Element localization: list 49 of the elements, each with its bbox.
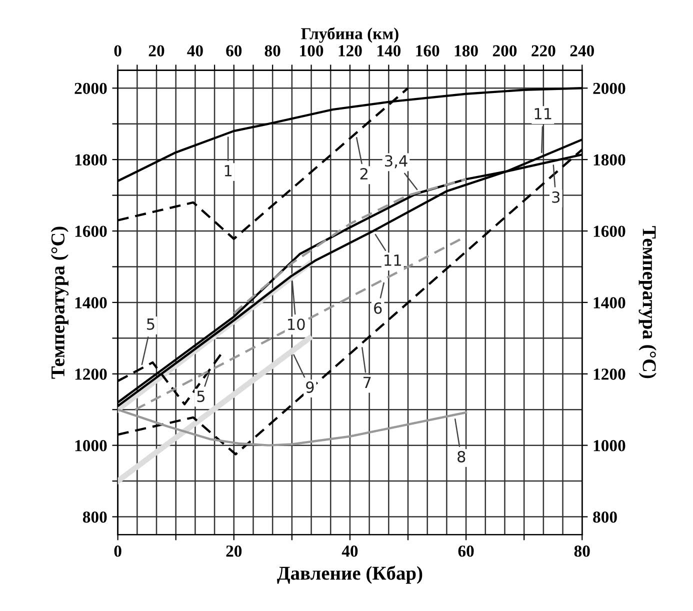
x2-tick-label: 180 <box>454 45 478 56</box>
y-axis-title: Температура (°C) <box>50 226 69 379</box>
annotation: 5 <box>197 390 204 402</box>
x-tick-label: 60 <box>458 546 474 557</box>
x-axis-title: Давление (Кбар) <box>277 566 422 584</box>
annotation: 8 <box>458 450 466 462</box>
x2-tick-label: 20 <box>148 45 164 56</box>
y-tick-label: 1000 <box>75 440 107 452</box>
x2-tick-label: 220 <box>532 45 556 56</box>
annotation: 9 <box>306 381 314 393</box>
x2-tick-label: 40 <box>187 45 203 56</box>
annotation: 6 <box>374 302 382 314</box>
annotation: 3,4 <box>385 155 408 168</box>
x2-tick-label: 60 <box>226 45 242 56</box>
annotation: 2 <box>360 168 368 180</box>
x2-tick-label: 120 <box>338 45 362 56</box>
y-tick-label: 1400 <box>75 297 107 308</box>
x2-tick-label: 240 <box>570 45 594 56</box>
x-tick-label: 40 <box>342 546 358 557</box>
annotation: 10 <box>288 318 305 330</box>
x2-tick-label: 0 <box>114 45 122 56</box>
x-tick-label: 80 <box>574 546 590 557</box>
x2-tick-label: 80 <box>264 45 280 56</box>
annotation: 3 <box>552 191 560 203</box>
annotation: 7 <box>364 376 371 388</box>
x-tick-label: 20 <box>226 546 242 557</box>
annotation: 11 <box>534 108 552 120</box>
annotation: 1 <box>224 165 232 176</box>
y2-tick-label: 1800 <box>594 154 626 166</box>
y2-axis-title: Температура (°C) <box>638 226 656 378</box>
x-tick-label: 0 <box>114 546 122 557</box>
y-tick-label: 800 <box>82 511 107 523</box>
x2-tick-label: 140 <box>377 45 401 56</box>
x2-axis-title: Глубина (км) <box>301 27 398 43</box>
x2-tick-label: 200 <box>492 45 517 56</box>
y2-tick-label: 2000 <box>593 82 626 94</box>
y2-tick-label: 1400 <box>594 297 626 308</box>
x2-tick-label: 160 <box>416 45 440 56</box>
y-tick-label: 1200 <box>75 368 107 380</box>
y2-tick-label: 1000 <box>594 440 626 452</box>
y-tick-label: 2000 <box>74 82 107 94</box>
y-tick-label: 1600 <box>75 226 107 237</box>
y2-tick-label: 800 <box>593 511 617 523</box>
y2-tick-label: 1600 <box>594 226 626 237</box>
annotation: 11 <box>384 254 401 266</box>
annotation: 5 <box>147 318 154 330</box>
y-tick-label: 1800 <box>75 154 107 166</box>
x2-tick-label: 100 <box>300 45 324 56</box>
y2-tick-label: 1200 <box>594 368 626 380</box>
